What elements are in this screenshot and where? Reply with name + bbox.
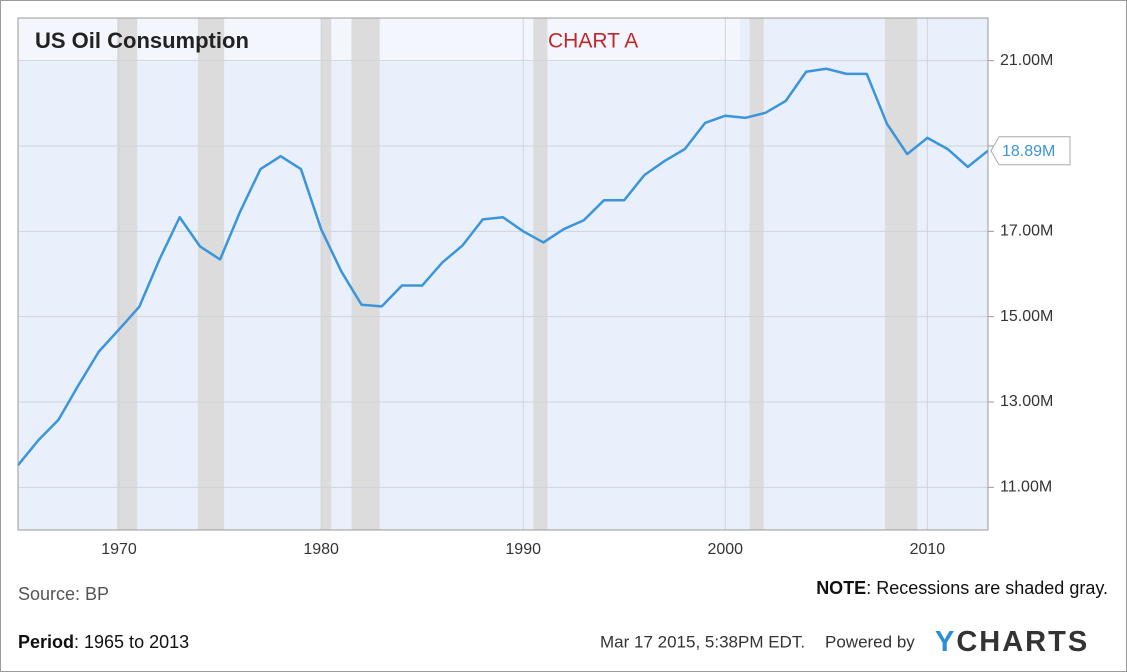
x-tick-label: 1970 <box>101 541 137 558</box>
brand-first: Y <box>935 626 956 658</box>
recession-band <box>117 18 138 530</box>
plot-border <box>17 17 989 531</box>
source: Source: BP <box>18 584 109 604</box>
value-label: 18.89M <box>1002 143 1055 160</box>
recession-band <box>197 18 225 530</box>
x-tick-label: 2000 <box>707 541 743 558</box>
note-label: NOTE <box>816 578 866 598</box>
recession-band <box>533 18 548 530</box>
y-tick-label: 13.00M <box>1000 393 1053 410</box>
recession-band <box>884 18 918 530</box>
data-line <box>17 67 989 466</box>
plot-background <box>18 18 988 530</box>
x-tick-label: 1990 <box>505 541 541 558</box>
period-text: : 1965 to 2013 <box>74 632 189 652</box>
chart-title: US Oil Consumption <box>35 28 249 53</box>
note: NOTE: Recessions are shaded gray. <box>816 578 1108 598</box>
x-tick-label: 1980 <box>303 541 339 558</box>
note-text: : Recessions are shaded gray. <box>866 578 1108 598</box>
value-label-box <box>990 136 1071 166</box>
brand: YCHARTS <box>935 626 1089 658</box>
timestamp: Mar 17 2015, 5:38PM EDT. <box>600 632 805 651</box>
powered-by: Powered by <box>825 632 915 651</box>
plot-area <box>17 17 989 531</box>
y-tick-label: 15.00M <box>1000 308 1053 325</box>
recession-band <box>749 18 764 530</box>
period: Period: 1965 to 2013 <box>18 632 189 652</box>
y-tick-label: 21.00M <box>1000 52 1053 69</box>
y-tick-label: 11.00M <box>1000 479 1052 496</box>
recession-band <box>351 18 380 530</box>
y-tick-label: 17.00M <box>1000 223 1053 240</box>
annotation: CHART A <box>548 30 638 53</box>
brand-rest: CHARTS <box>956 626 1089 658</box>
x-tick-label: 2010 <box>910 541 946 558</box>
period-label: Period <box>18 632 74 652</box>
recession-band <box>321 18 332 530</box>
